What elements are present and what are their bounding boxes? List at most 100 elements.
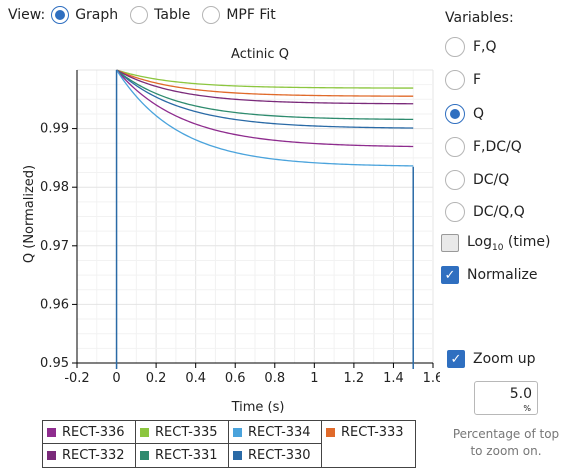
legend-label: RECT-331 [155,448,218,463]
series-line-rect-331 [116,69,414,121]
view-option-table-label: Table [154,7,191,23]
view-option-graph[interactable]: Graph [51,6,118,24]
radio-fq[interactable] [445,37,465,57]
y-tick-label: 0.98 [40,180,69,195]
radio-table[interactable] [130,6,149,24]
series-line-rect-333 [116,69,414,97]
radio-f-dcq[interactable] [445,137,465,157]
legend-label: RECT-336 [62,424,125,440]
y-axis-label: Q (Normalized) [22,165,37,263]
legend-swatch [326,428,335,437]
variable-option-f[interactable]: F [445,69,481,91]
legend-item: RECT-334 [229,421,322,444]
view-option-mpf-fit-label: MPF Fit [226,7,276,23]
view-label: View: [8,7,46,23]
zoom-percentage-unit: % [523,404,531,413]
zoom-caption-line2: to zoom on. [470,444,542,458]
view-option-graph-label: Graph [75,7,119,23]
x-tick-label: 0.2 [146,371,167,386]
legend-item: RECT-336 [43,421,136,444]
radio-q[interactable] [445,104,465,124]
radio-f[interactable] [445,70,465,90]
view-option-table[interactable]: Table [130,6,190,24]
log10-checkbox-box[interactable] [441,234,459,252]
legend-item: RECT-333 [322,421,415,444]
zoom-percentage-value: 5.0 [509,386,532,402]
legend-label: RECT-333 [341,425,404,440]
x-tick-label: 0.8 [264,371,285,386]
zoom-up-label: Zoom up [473,351,536,367]
legend-item: RECT-331 [136,444,229,467]
zoom-caption: Percentage of top to zoom on. [445,426,567,460]
normalize-checkbox-box[interactable]: ✓ [441,266,459,284]
x-tick-label: 1.6 [423,371,440,386]
y-tick-label: 0.99 [40,122,69,137]
variable-option-dcq-q[interactable]: DC/Q,Q [445,201,525,223]
zoom-up-checkbox-box[interactable]: ✓ [447,350,465,368]
series-line-rect-335 [116,69,414,89]
variable-option-label: F,DC/Q [473,139,522,155]
legend-label: RECT-332 [62,448,125,463]
variable-option-label: DC/Q,Q [473,204,525,220]
legend-item: RECT-330 [229,444,322,467]
zoom-caption-line1: Percentage of top [452,427,560,441]
x-axis-label: Time (s) [231,400,285,415]
log10-label: Log10 (time) [467,234,550,253]
x-tick-label: 1.4 [383,371,404,386]
legend-swatch [233,451,242,460]
normalize-checkbox[interactable]: ✓ Normalize [441,264,538,286]
zoom-percentage-input[interactable]: 5.0 % [474,381,538,415]
series-line-rect-330 [116,69,414,129]
legend-item: RECT-335 [136,421,229,444]
variable-option-dcq[interactable]: DC/Q [445,169,509,191]
variable-option-label: F,Q [473,39,497,55]
series-lines [115,69,414,369]
x-tick-label: 1 [310,371,318,386]
legend-swatch [140,427,149,437]
variable-option-label: Q [473,106,485,122]
log-suffix: (time) [503,233,551,250]
legend-swatch [47,451,56,460]
legend-label: RECT-334 [248,424,311,440]
view-option-mpf-fit[interactable]: MPF Fit [202,6,276,24]
chart-title: Actinic Q [231,47,289,62]
log-label-text: Log [467,233,493,250]
legend: RECT-336 RECT-335 RECT-334 RECT-333 RECT… [42,420,416,468]
radio-mpf-fit[interactable] [202,6,221,24]
legend-label: RECT-330 [248,448,311,463]
grid [76,69,434,364]
legend-swatch [233,427,242,437]
variable-option-label: F [473,72,482,88]
axes: -0.2 0 0.2 0.4 0.6 0.8 1 1.2 1.4 1.6 0.95 0.96 0.97 0… [40,70,440,386]
radio-dcq-q[interactable] [445,202,465,222]
variable-option-fq[interactable]: F,Q [445,36,497,58]
series-line-rect-332 [116,69,414,105]
legend-item: RECT-332 [43,444,136,467]
series-line-rect-336 [116,69,414,148]
normalize-label: Normalize [467,267,538,283]
series-line-rect-334 [116,69,414,167]
y-tick-label: 0.97 [40,239,69,254]
legend-empty-cell [322,444,415,467]
chart: Actinic Q -0.2 0 0.2 0.4 0.6 0.8 1 1.2 1.4 1.6 0.9… [22,47,440,415]
x-tick-label: 0 [112,371,120,386]
legend-label: RECT-335 [155,424,218,440]
log-subscript: 10 [492,242,504,253]
legend-swatch [140,451,149,460]
x-tick-label: 0.6 [225,371,246,386]
variable-option-f-dcq[interactable]: F,DC/Q [445,136,522,158]
variables-title: Variables: [445,10,514,26]
zoom-up-checkbox[interactable]: ✓ Zoom up [447,348,536,370]
y-tick-label: 0.95 [40,356,69,371]
variable-option-label: DC/Q [473,172,510,188]
x-tick-label: 1.2 [344,371,365,386]
variable-option-q[interactable]: Q [445,103,484,125]
view-selector: View: Graph Table MPF Fit [8,4,288,26]
legend-swatch [47,427,56,437]
log10-time-checkbox[interactable]: Log10 (time) [441,232,550,254]
y-tick-label: 0.96 [40,297,69,312]
x-tick-label: 0.4 [185,371,206,386]
radio-graph[interactable] [51,6,70,24]
x-tick-label: -0.2 [64,371,89,386]
radio-dcq[interactable] [445,170,465,190]
